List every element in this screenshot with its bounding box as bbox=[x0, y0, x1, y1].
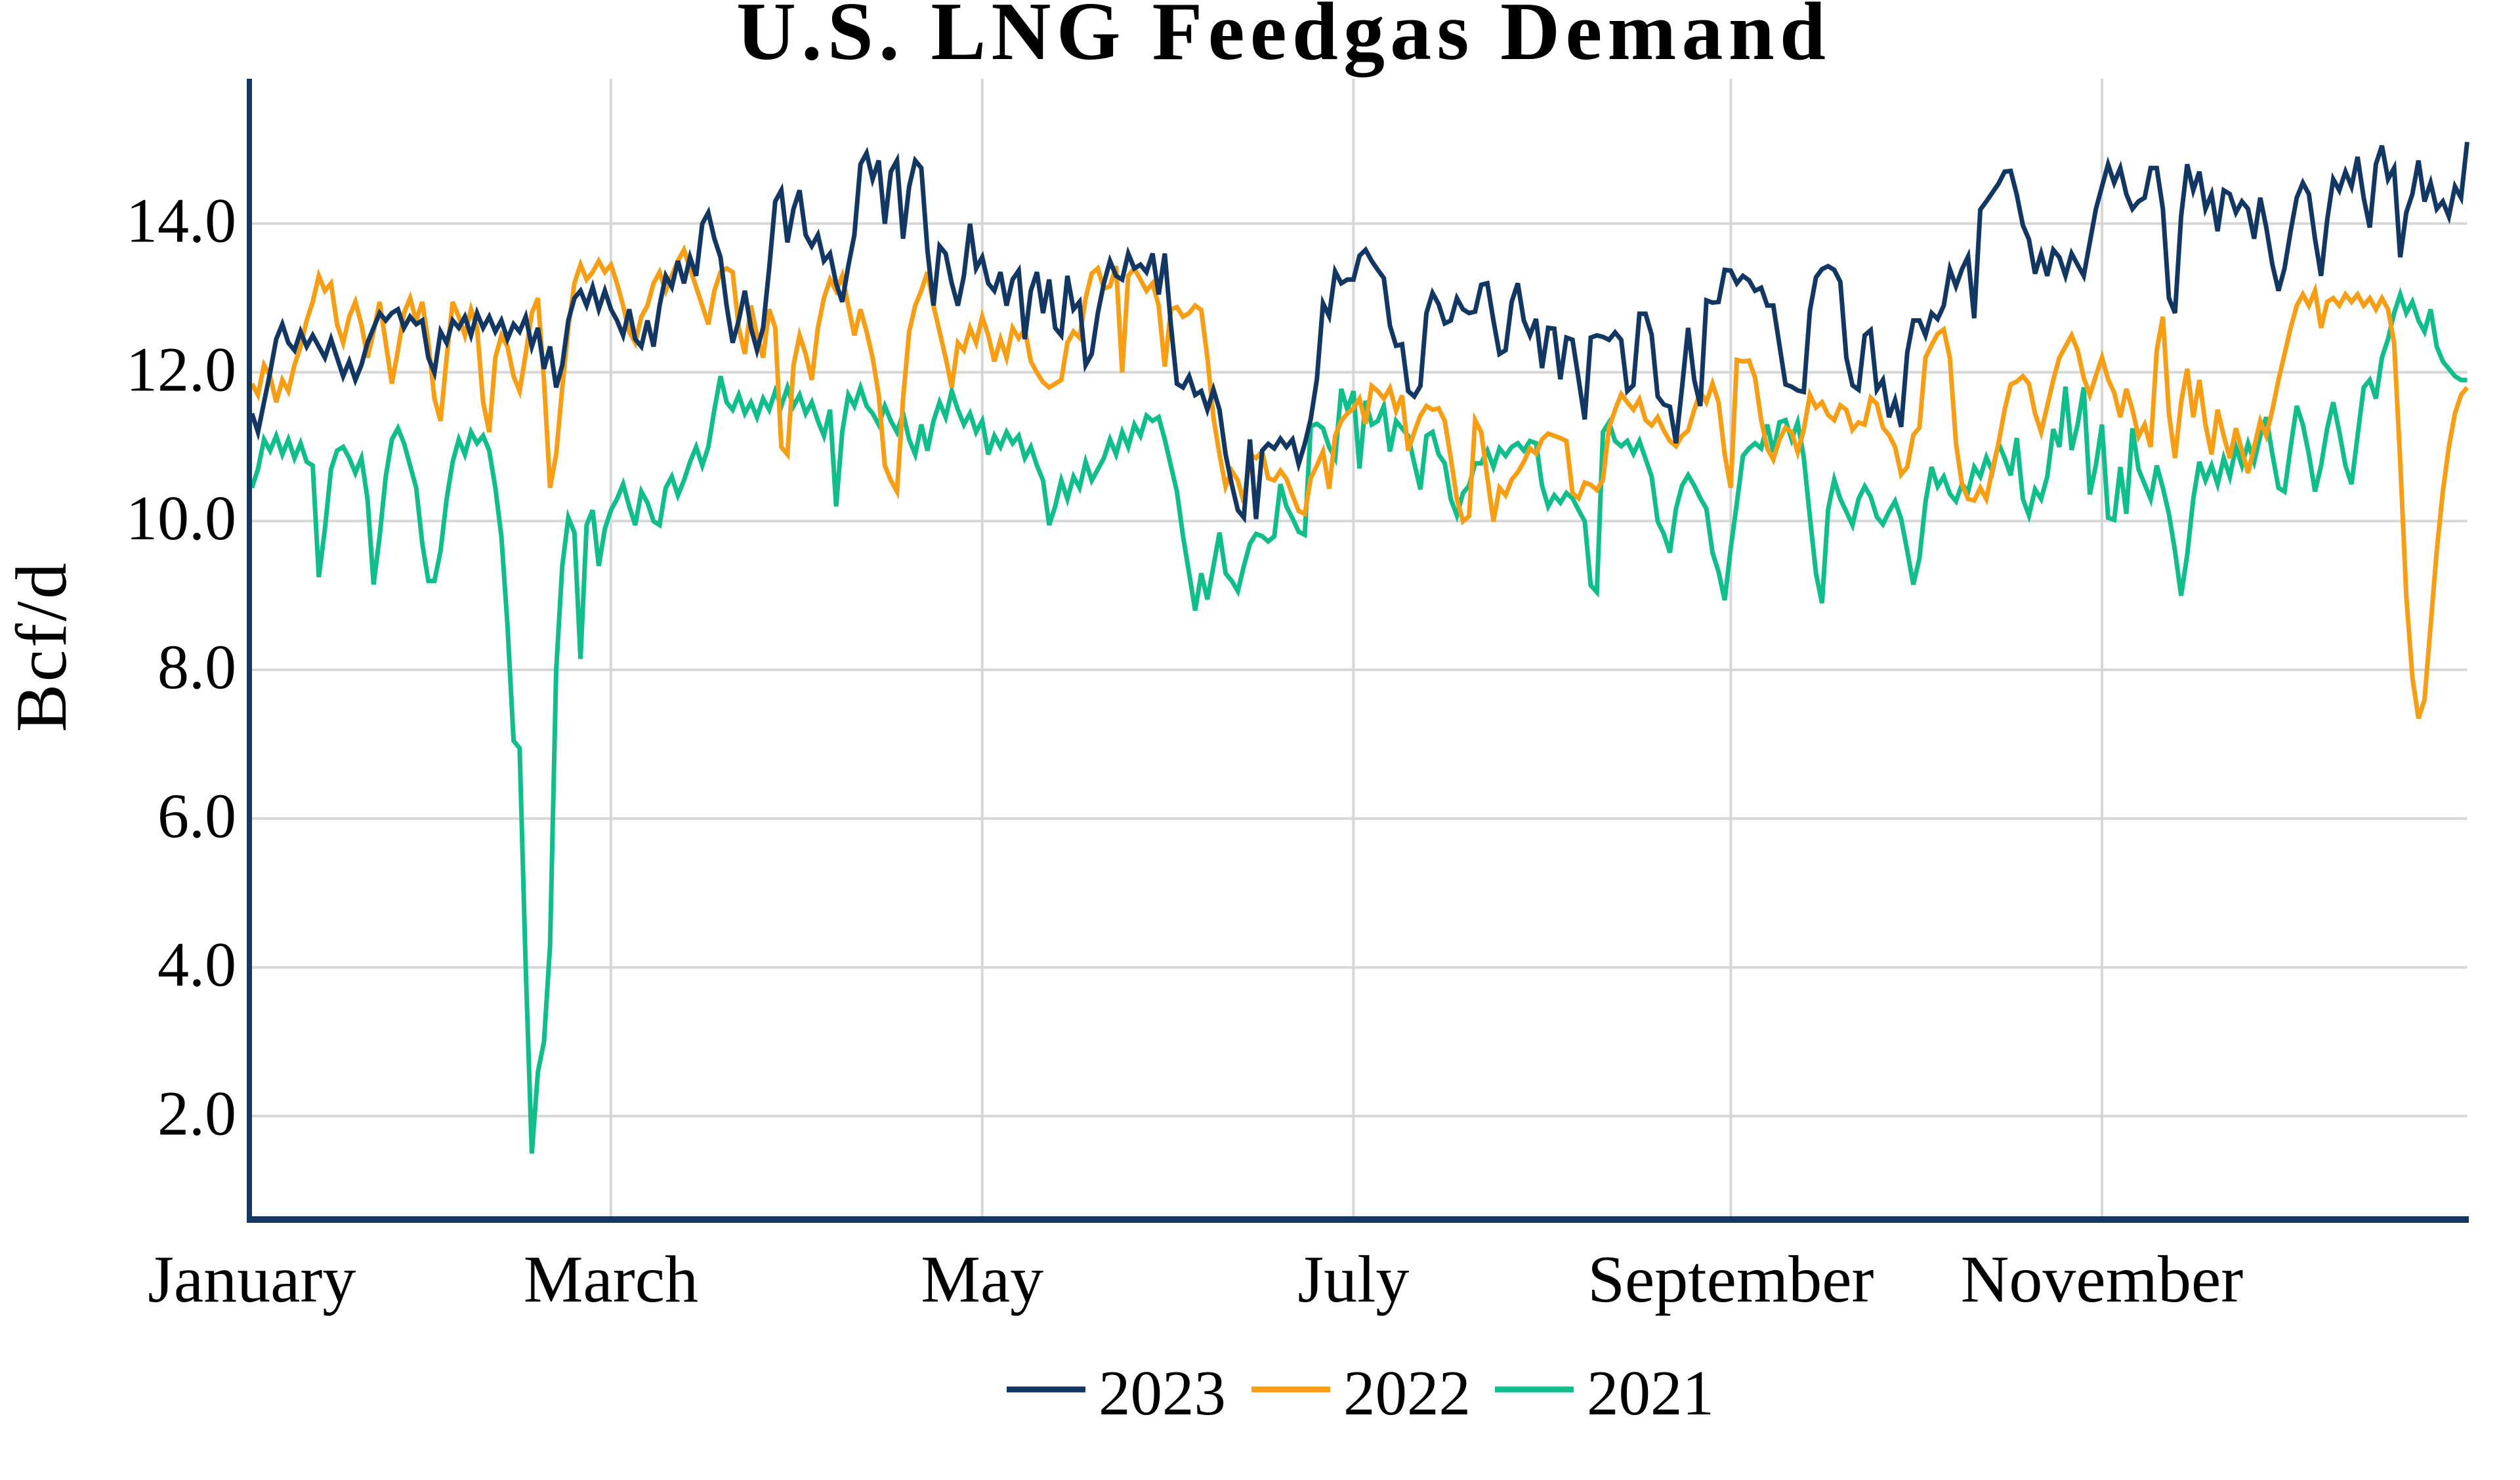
svg-text:2.0: 2.0 bbox=[158, 1078, 236, 1148]
svg-text:U.S. LNG Feedgas Demand: U.S. LNG Feedgas Demand bbox=[736, 0, 1826, 77]
svg-text:January: January bbox=[148, 1243, 356, 1317]
svg-text:6.0: 6.0 bbox=[158, 781, 236, 851]
svg-text:May: May bbox=[921, 1243, 1043, 1317]
svg-text:14.0: 14.0 bbox=[126, 186, 236, 256]
svg-text:March: March bbox=[524, 1243, 698, 1317]
svg-text:2022: 2022 bbox=[1343, 1358, 1471, 1428]
svg-text:September: September bbox=[1587, 1243, 1874, 1317]
svg-text:4.0: 4.0 bbox=[158, 930, 236, 1000]
svg-text:2021: 2021 bbox=[1587, 1358, 1714, 1428]
svg-text:Bcf/d: Bcf/d bbox=[1, 563, 81, 732]
svg-text:July: July bbox=[1297, 1243, 1409, 1317]
svg-text:12.0: 12.0 bbox=[126, 335, 236, 405]
svg-text:November: November bbox=[1961, 1243, 2244, 1317]
svg-text:8.0: 8.0 bbox=[158, 632, 236, 702]
svg-text:10.0: 10.0 bbox=[126, 483, 236, 553]
svg-text:2023: 2023 bbox=[1099, 1358, 1226, 1428]
